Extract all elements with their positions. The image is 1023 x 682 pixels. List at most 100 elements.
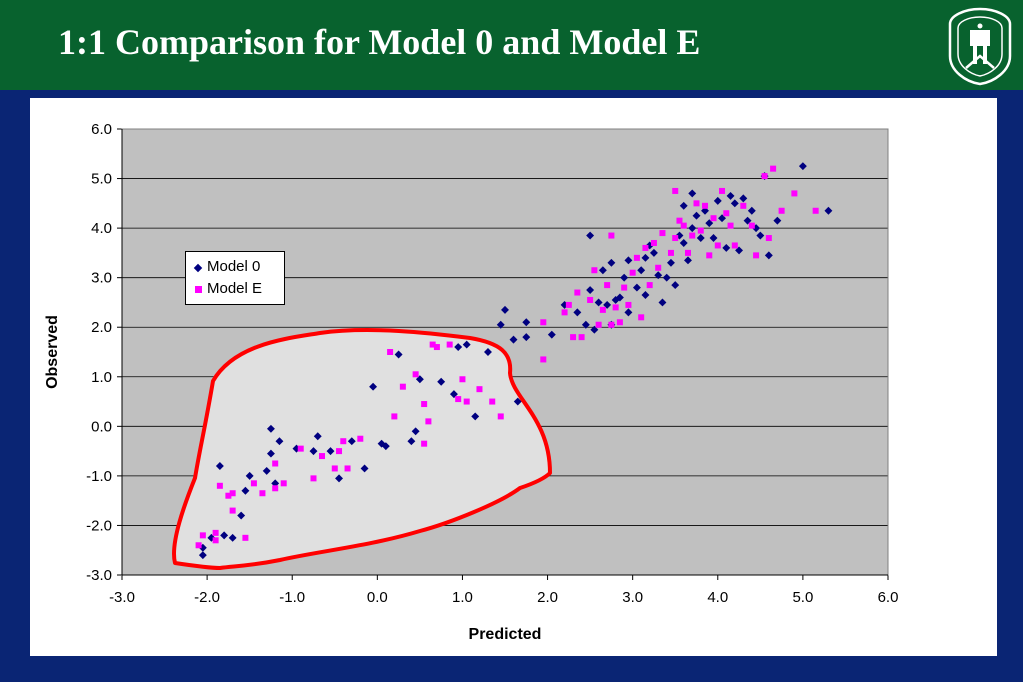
point-model-e — [748, 222, 755, 229]
point-model-e — [272, 460, 279, 467]
point-model-0 — [215, 462, 224, 470]
point-model-e — [604, 282, 611, 289]
y-tick-label: 2.0 — [91, 319, 112, 336]
point-model-0 — [624, 256, 633, 265]
point-model-0 — [245, 471, 254, 480]
point-model-0 — [522, 333, 531, 342]
point-model-0 — [228, 533, 237, 542]
point-model-0 — [262, 466, 271, 475]
legend-item-model-0: Model 0 — [192, 257, 260, 277]
point-model-0 — [313, 432, 322, 441]
y-tick-label: -3.0 — [86, 567, 112, 584]
point-model-e — [591, 267, 598, 274]
point-model-0 — [607, 258, 616, 267]
point-model-e — [331, 465, 338, 472]
point-model-e — [612, 304, 619, 311]
x-tick-label: 1.0 — [452, 589, 473, 606]
point-model-e — [497, 413, 504, 420]
point-model-0 — [275, 437, 284, 446]
point-model-e — [421, 401, 428, 408]
point-model-0 — [407, 437, 416, 446]
point-model-e — [587, 296, 594, 303]
point-model-e — [250, 480, 257, 487]
point-model-e — [765, 235, 772, 242]
point-model-0 — [509, 335, 518, 344]
legend-label-model-e: Model E — [207, 280, 263, 297]
point-model-0 — [586, 231, 595, 240]
point-model-0 — [522, 318, 531, 327]
y-tick-label: 6.0 — [91, 121, 112, 138]
point-model-e — [608, 232, 615, 239]
point-model-0 — [198, 551, 207, 560]
point-model-e — [731, 242, 738, 249]
x-tick-label: -3.0 — [109, 589, 135, 606]
point-model-e — [646, 282, 653, 289]
point-model-e — [297, 445, 304, 452]
point-model-e — [565, 301, 572, 308]
point-model-e — [540, 319, 547, 326]
point-model-e — [676, 217, 683, 224]
legend-label-model-0: Model 0 — [207, 258, 261, 275]
point-model-e — [412, 371, 419, 378]
point-model-e — [212, 529, 219, 536]
point-model-e — [655, 264, 662, 271]
slide-header: 1:1 Comparison for Model 0 and Model E — [0, 0, 1023, 90]
point-model-e — [689, 232, 696, 239]
y-tick-label: -1.0 — [86, 468, 112, 485]
y-tick-label: 1.0 — [91, 369, 112, 386]
point-model-e — [336, 448, 343, 455]
point-model-0 — [309, 447, 318, 456]
point-model-e — [578, 334, 585, 341]
point-model-e — [812, 207, 819, 214]
point-model-e — [719, 187, 726, 194]
point-model-e — [212, 537, 219, 544]
university-seal-logo — [948, 7, 1012, 86]
scatter-chart: 6.0 5.0 4.0 3.0 2.0 1.0 0.0 -1.0 -2.0 -3.0 -3.0 -2.… — [44, 121, 898, 643]
point-model-0 — [501, 305, 509, 314]
point-model-0 — [241, 486, 250, 495]
x-tick-label: -2.0 — [194, 589, 220, 606]
point-model-e — [421, 440, 428, 447]
point-model-e — [216, 482, 223, 489]
point-model-0 — [335, 474, 343, 483]
square-marker-icon — [194, 286, 202, 293]
point-model-e — [540, 356, 547, 363]
chart-legend: Model 0 Model E — [185, 251, 285, 305]
point-model-e — [684, 249, 691, 256]
point-model-e — [667, 249, 674, 256]
point-model-e — [280, 480, 287, 487]
point-model-e — [570, 334, 577, 341]
point-model-e — [459, 376, 466, 383]
point-model-0 — [347, 437, 356, 446]
x-tick-label: 5.0 — [792, 589, 813, 606]
point-model-e — [778, 207, 785, 214]
point-model-e — [272, 485, 279, 492]
x-tick-label: -1.0 — [279, 589, 305, 606]
point-model-e — [199, 532, 206, 539]
point-model-e — [574, 289, 581, 296]
point-model-e — [629, 269, 636, 276]
point-model-e — [340, 438, 347, 445]
point-model-e — [770, 165, 777, 172]
point-model-e — [638, 314, 645, 321]
point-model-e — [702, 202, 709, 209]
point-model-e — [391, 413, 398, 420]
point-model-e — [672, 235, 679, 242]
point-model-e — [633, 254, 640, 261]
x-tick-label: 0.0 — [367, 589, 388, 606]
y-tick-label: 3.0 — [91, 270, 112, 287]
point-model-0 — [266, 449, 275, 458]
highlight-region-fill — [174, 330, 551, 568]
y-tick-label: 5.0 — [91, 171, 112, 188]
point-model-e — [259, 490, 266, 497]
point-model-0 — [237, 511, 246, 520]
point-model-e — [740, 202, 747, 209]
point-model-0 — [620, 273, 629, 282]
point-model-e — [697, 227, 704, 234]
point-model-e — [608, 321, 615, 328]
point-model-e — [791, 190, 798, 197]
point-model-e — [344, 465, 351, 472]
point-model-e — [680, 222, 687, 229]
point-model-e — [706, 252, 713, 259]
point-model-e — [625, 301, 632, 308]
